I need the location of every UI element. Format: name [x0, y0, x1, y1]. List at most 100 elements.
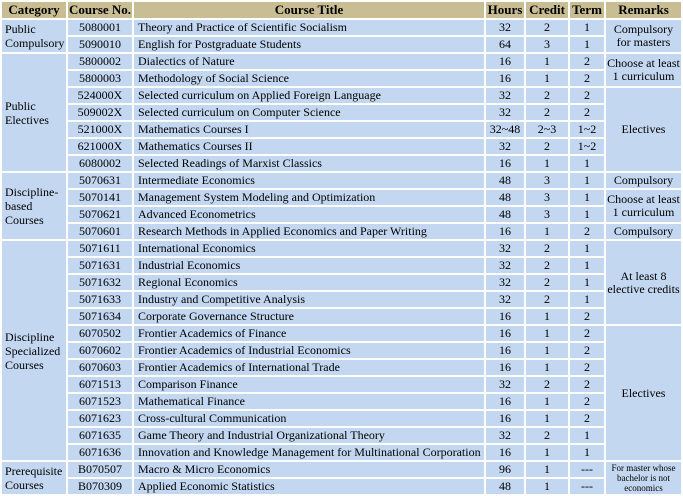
category-cell-prerequisite-courses: Prerequisite Courses [2, 462, 66, 494]
term-cell: --- [570, 462, 604, 477]
table-body: Public Compulsory 5080001 Theory and Pract… [2, 20, 681, 494]
course-no-cell: 5070601 [68, 224, 132, 239]
hours-cell: 16 [486, 309, 524, 324]
hours-cell: 32 [486, 275, 524, 290]
term-cell: 1 [570, 190, 604, 205]
term-cell: 2 [570, 224, 604, 239]
table-row: 5071634 Corporate Governance Structure 16 1… [2, 309, 681, 324]
term-cell: 1~2 [570, 139, 604, 154]
hours-cell: 16 [486, 71, 524, 86]
credit-cell: 1 [526, 54, 568, 69]
course-no-cell: 5070621 [68, 207, 132, 222]
credit-cell: 1 [526, 156, 568, 171]
term-cell: 2 [570, 71, 604, 86]
credit-cell: 1 [526, 411, 568, 426]
course-no-cell: 5071611 [68, 241, 132, 256]
term-cell: 1 [570, 173, 604, 188]
hours-cell: 16 [486, 360, 524, 375]
term-cell: 1 [570, 241, 604, 256]
credit-cell: 2 [526, 377, 568, 392]
term-cell: 1 [570, 428, 604, 443]
hours-cell: 16 [486, 224, 524, 239]
course-title-cell: Mathematics Courses I [134, 122, 484, 137]
term-cell: 1 [570, 20, 604, 35]
course-title-cell: Mathematical Finance [134, 394, 484, 409]
credit-cell: 1 [526, 309, 568, 324]
course-no-cell: B070309 [68, 479, 132, 494]
term-cell: 2 [570, 377, 604, 392]
header-course-title: Course Title [134, 2, 484, 18]
credit-cell: 2~3 [526, 122, 568, 137]
course-title-cell: Industrial Economics [134, 258, 484, 273]
table-row: Public Electives 5800002 Dialectics of Nat… [2, 54, 681, 171]
term-cell: 2 [570, 54, 604, 69]
term-cell: 1 [570, 37, 604, 52]
term-cell: 1~2 [570, 122, 604, 137]
table-row: 5071633 Industry and Competitive Analysis… [2, 292, 681, 307]
term-cell: 2 [570, 326, 604, 341]
course-title-cell: Industry and Competitive Analysis [134, 292, 484, 307]
course-title-cell: Management System Modeling and Optimizat… [134, 190, 484, 205]
table-row: 6071523 Mathematical Finance 16 1 2 [2, 394, 681, 409]
course-no-cell: 5070141 [68, 190, 132, 205]
course-no-cell: 6070602 [68, 343, 132, 358]
course-title-cell: Game Theory and Industrial Organizationa… [134, 428, 484, 443]
header-remarks: Remarks [606, 2, 681, 18]
hours-cell: 32~48 [486, 122, 524, 137]
table-row: 621000X Mathematics Courses II 32 2 1~2 [2, 139, 681, 154]
table-row: 5070601 Research Methods in Applied Econo… [2, 224, 681, 239]
credit-cell: 1 [526, 326, 568, 341]
hours-cell: 32 [486, 258, 524, 273]
remarks-cell: Electives [606, 326, 681, 460]
course-title-cell: Innovation and Knowledge Management for … [134, 445, 484, 460]
course-no-cell: 5071634 [68, 309, 132, 324]
header-course-no: Course No. [68, 2, 132, 18]
credit-cell: 1 [526, 71, 568, 86]
hours-cell: 32 [486, 292, 524, 307]
hours-cell: 16 [486, 326, 524, 341]
credit-cell: 3 [526, 190, 568, 205]
course-no-cell: 5080001 [68, 20, 132, 35]
credit-cell: 2 [526, 88, 568, 103]
header-category: Category [2, 2, 66, 18]
term-cell: 1 [570, 275, 604, 290]
table-row: Discipline-based Courses 5070631 Intermedi… [2, 173, 681, 239]
table-row: 5090010 English for Postgraduate Students… [2, 37, 681, 52]
term-cell: 2 [570, 105, 604, 120]
hours-cell: 16 [486, 445, 524, 460]
hours-cell: 32 [486, 88, 524, 103]
course-no-cell: 5071633 [68, 292, 132, 307]
hours-cell: 16 [486, 54, 524, 69]
category-cell-public-compulsory: Public Compulsory [2, 20, 66, 52]
header-term: Term [570, 2, 604, 18]
course-title-cell: Frontier Academics of International Trad… [134, 360, 484, 375]
course-title-cell: Methodology of Social Science [134, 71, 484, 86]
credit-cell: 2 [526, 258, 568, 273]
table-row: 5800003 Methodology of Social Science 16 1 2 [2, 71, 681, 86]
credit-cell: 2 [526, 428, 568, 443]
header-row: Category Course No. Course Title Hours Credi… [2, 2, 681, 18]
course-title-cell: Applied Economic Statistics [134, 479, 484, 494]
credit-cell: 1 [526, 343, 568, 358]
course-no-cell: 621000X [68, 139, 132, 154]
hours-cell: 32 [486, 377, 524, 392]
credit-cell: 1 [526, 445, 568, 460]
hours-cell: 32 [486, 105, 524, 120]
table-row: 6070603 Frontier Academics of Internation… [2, 360, 681, 375]
hours-cell: 32 [486, 139, 524, 154]
term-cell: 1 [570, 156, 604, 171]
course-no-cell: 6071623 [68, 411, 132, 426]
hours-cell: 48 [486, 173, 524, 188]
course-no-cell: 5071632 [68, 275, 132, 290]
term-cell: 2 [570, 309, 604, 324]
course-no-cell: 5070631 [68, 173, 132, 188]
header-hours: Hours [486, 2, 524, 18]
hours-cell: 96 [486, 462, 524, 477]
table-row: 5070621 Advanced Econometrics 48 3 1 [2, 207, 681, 222]
credit-cell: 1 [526, 394, 568, 409]
credit-cell: 2 [526, 20, 568, 35]
term-cell: 2 [570, 88, 604, 103]
course-title-cell: Selected curriculum on Applied Foreign L… [134, 88, 484, 103]
course-no-cell: 5071631 [68, 258, 132, 273]
credit-cell: 2 [526, 105, 568, 120]
